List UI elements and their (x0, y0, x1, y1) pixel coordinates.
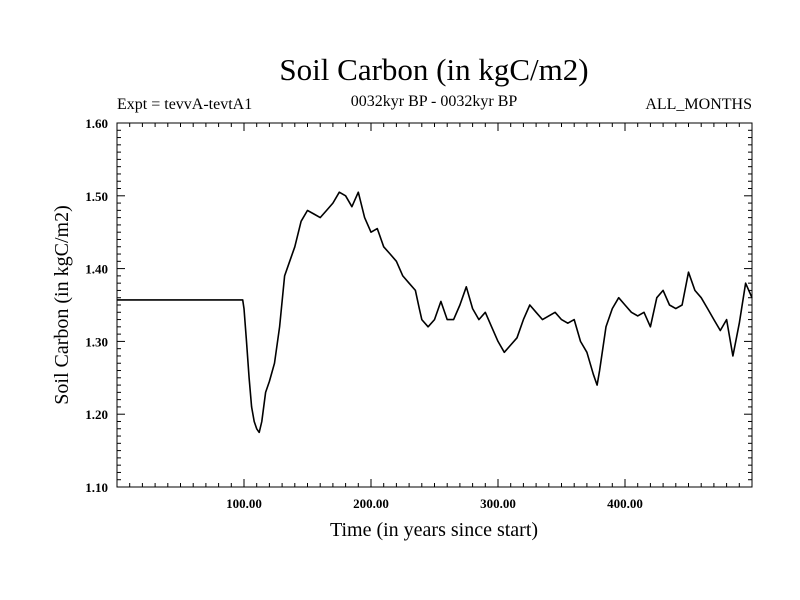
y-axis-title: Soil Carbon (in kgC/m2) (51, 205, 73, 404)
y-tick-label: 1.20 (85, 407, 108, 422)
x-tick-label: 100.00 (226, 496, 262, 511)
x-tick-label: 400.00 (607, 496, 643, 511)
y-tick-label: 1.40 (85, 262, 108, 277)
y-tick-label: 1.50 (85, 189, 108, 204)
chart-title: Soil Carbon (in kgC/m2) (279, 52, 588, 87)
time-period-label: 0032kyr BP - 0032kyr BP (351, 93, 518, 110)
experiment-label: Expt = tevvA-tevtA1 (117, 96, 252, 113)
x-axis-ticks: 100.00 200.00 300.00 400.00 (129, 123, 740, 511)
plot-frame (116, 122, 753, 488)
x-axis-title: Time (in years since start) (330, 519, 538, 541)
x-tick-label: 300.00 (480, 496, 516, 511)
months-label: ALL_MONTHS (645, 96, 752, 113)
soil-carbon-series-line (117, 191, 753, 434)
y-tick-label: 1.60 (85, 116, 108, 131)
x-tick-label: 200.00 (353, 496, 389, 511)
y-tick-label: 1.10 (85, 480, 108, 495)
y-axis-ticks: 1.10 1.20 1.30 1.40 1.50 1.60 (85, 116, 752, 495)
y-tick-label: 1.30 (85, 334, 108, 349)
